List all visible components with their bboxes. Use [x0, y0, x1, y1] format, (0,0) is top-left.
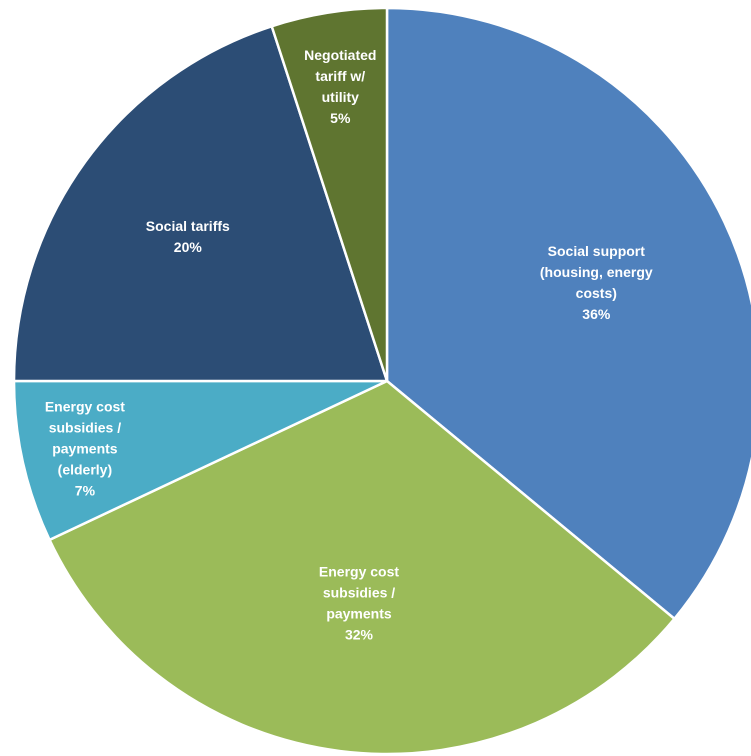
slice-label-line: subsidies / [49, 420, 121, 436]
slice-label-1: Energy cost subsidies / payments 32% [319, 564, 399, 643]
slice-percent: 20% [174, 239, 203, 255]
pie-slice-4 [270, 6, 389, 383]
slice-percent: 7% [75, 483, 96, 499]
slice-label-line: tariff w/ [315, 68, 365, 84]
pie-slices [12, 6, 751, 756]
slice-label-line: (housing, energy [540, 264, 653, 280]
slice-label-3: Social tariffs 20% [146, 218, 230, 255]
slice-label-line: subsidies / [323, 585, 395, 601]
slice-percent: 32% [345, 627, 374, 643]
slice-label-line: Negotiated [304, 47, 376, 63]
slice-percent: 36% [582, 306, 611, 322]
pie-slice-2 [12, 379, 389, 542]
slice-percent: 5% [330, 110, 351, 126]
pie-slice-1 [48, 379, 676, 756]
slice-label-4: Negotiated tariff w/utility 5% [304, 47, 376, 126]
slice-label-2: Energy cost subsidies / payments (elderly) 7… [45, 399, 125, 499]
slice-label-line: payments [326, 606, 392, 622]
slice-label-line: Social tariffs [146, 218, 230, 234]
pie-slice-0 [385, 6, 751, 621]
pie-slice-3 [12, 25, 389, 383]
slice-label-line: costs) [576, 285, 617, 301]
slice-labels: Social support (housing, energy costs) 36% E… [45, 47, 653, 643]
slice-label-line: Social support [548, 243, 646, 259]
slice-label-line: Energy cost [319, 564, 399, 580]
slice-label-line: payments [52, 441, 118, 457]
slice-label-line: Energy cost [45, 399, 125, 415]
slice-label-0: Social support (housing, energy costs) 36% [540, 243, 653, 322]
slice-label-line: utility [322, 89, 360, 105]
slice-label-line: (elderly) [58, 462, 112, 478]
